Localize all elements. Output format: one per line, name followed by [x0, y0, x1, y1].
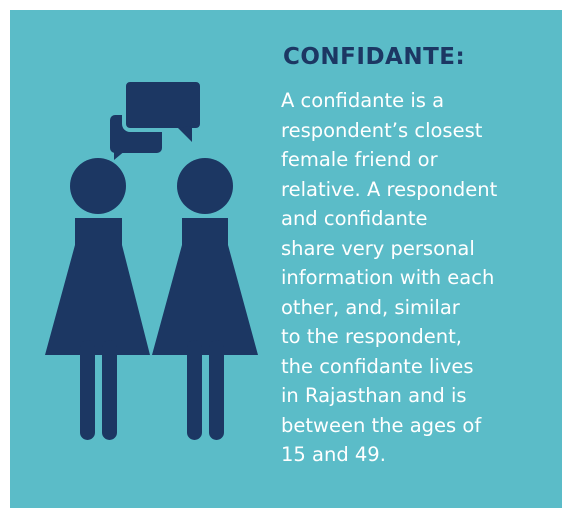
body-line: female friend or [281, 148, 438, 171]
dress [45, 218, 150, 355]
dress [152, 218, 258, 355]
front-bubble [122, 78, 204, 132]
woman-right [152, 158, 258, 440]
body-line: other, and, similar [281, 295, 460, 319]
head [177, 158, 233, 214]
leg [187, 340, 202, 440]
body-line: between the ages of [281, 413, 482, 437]
body-line: the confidante lives [281, 354, 474, 378]
info-panel: CONFIDANTE: A confidante is a respondent’… [10, 10, 562, 508]
body-line: A confidante is a [281, 89, 445, 112]
back-bubble-tail [114, 150, 126, 160]
title: CONFIDANTE: [283, 44, 466, 70]
woman-left [45, 158, 150, 440]
body-line: respondent’s closest [281, 118, 483, 142]
body-line: in Rajasthan and is [281, 384, 467, 407]
leg [80, 340, 95, 440]
body-line: relative. A respondent [281, 177, 498, 201]
front-bubble-tail [178, 126, 192, 142]
body-text: A confidante is a respondent’s closest fem… [281, 86, 561, 470]
body-line: information with each [281, 266, 495, 289]
body-line: and confidante [281, 207, 428, 230]
body-line: to the respondent, [281, 325, 462, 348]
leg [209, 340, 224, 440]
body-line: 15 and 49. [281, 443, 386, 466]
head [70, 158, 126, 214]
body-line: share very personal [281, 236, 475, 260]
leg [102, 340, 117, 440]
speech-bubbles [110, 78, 204, 160]
illustration [45, 78, 258, 440]
